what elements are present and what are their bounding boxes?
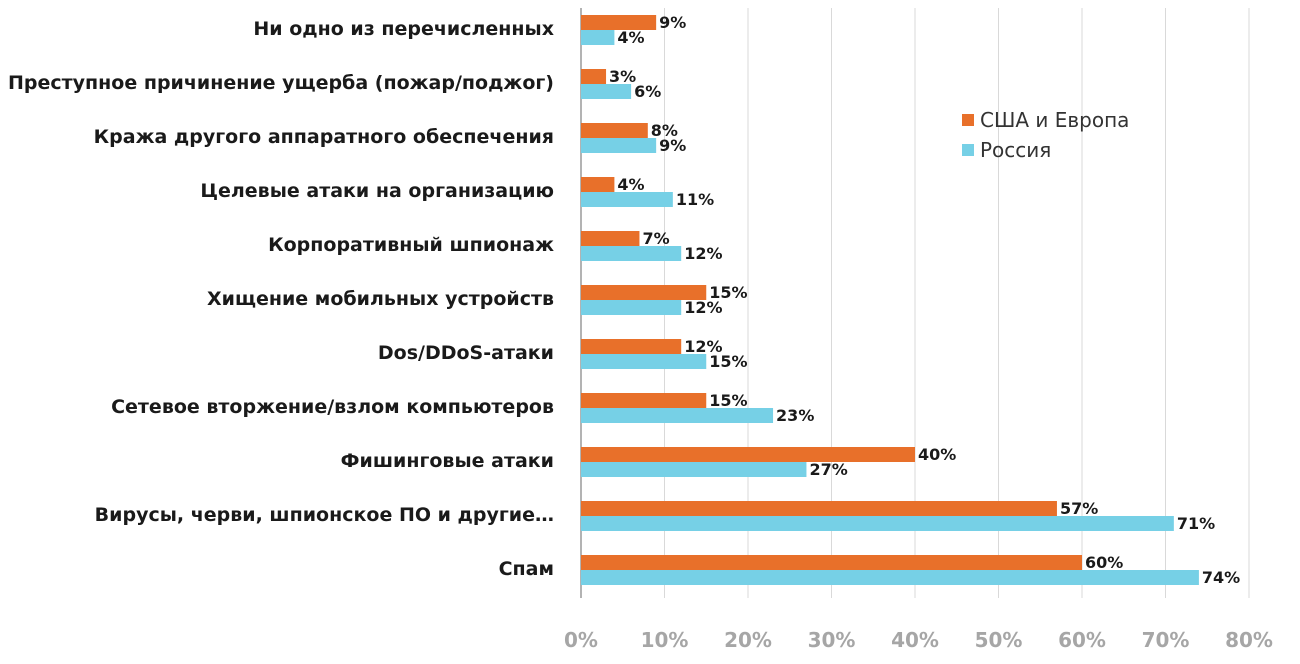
category-label: Вирусы, черви, шпионское ПО и другие… xyxy=(95,504,554,526)
data-label: 71% xyxy=(1177,514,1215,533)
bar-russia xyxy=(581,570,1199,585)
bar-russia xyxy=(581,408,774,423)
data-label: 15% xyxy=(709,352,747,371)
data-label: 74% xyxy=(1202,568,1240,587)
bar-usa-europe xyxy=(581,555,1082,570)
category-label: Спам xyxy=(499,558,554,580)
legend-label: США и Европа xyxy=(980,108,1129,132)
bar-usa-europe xyxy=(581,177,615,192)
data-label: 27% xyxy=(809,460,847,479)
data-label: 7% xyxy=(642,229,669,248)
category-label: Хищение мобильных устройств xyxy=(207,288,554,310)
category-label: Фишинговые атаки xyxy=(341,450,554,472)
data-label: 23% xyxy=(776,406,814,425)
category-label: Dos/DDoS-атаки xyxy=(378,342,554,364)
category-label: Кража другого аппаратного обеспечения xyxy=(94,126,554,148)
legend-swatch xyxy=(962,144,974,156)
bar-russia xyxy=(581,354,707,369)
legend-swatch xyxy=(962,114,974,126)
bar-usa-europe xyxy=(581,501,1057,516)
labels: Ни одно из перечисленных 9% 4% Преступное п… xyxy=(8,13,1240,587)
bar-usa-europe xyxy=(581,15,657,30)
x-tick-label: 30% xyxy=(808,628,856,652)
x-tick-label: 80% xyxy=(1225,628,1273,652)
x-tick-label: 0% xyxy=(564,628,598,652)
data-label: 15% xyxy=(709,283,747,302)
x-tick-label: 50% xyxy=(975,628,1023,652)
bar-russia xyxy=(581,30,615,45)
category-label: Целевые атаки на организацию xyxy=(200,180,554,202)
category-label: Сетевое вторжение/взлом компьютеров xyxy=(111,396,554,418)
category-label: Ни одно из перечисленных xyxy=(253,18,554,40)
x-tick-label: 70% xyxy=(1142,628,1190,652)
bar-russia xyxy=(581,246,682,261)
x-tick-label: 40% xyxy=(891,628,939,652)
bar-usa-europe xyxy=(581,231,640,246)
data-label: 12% xyxy=(684,337,722,356)
legend: США и Европа Россия xyxy=(962,108,1129,162)
data-label: 6% xyxy=(634,82,661,101)
data-label: 8% xyxy=(651,121,678,140)
data-label: 15% xyxy=(709,391,747,410)
data-label: 57% xyxy=(1060,499,1098,518)
bar-usa-europe xyxy=(581,123,648,138)
data-label: 4% xyxy=(617,28,644,47)
x-tick-label: 60% xyxy=(1058,628,1106,652)
bar-russia xyxy=(581,84,632,99)
data-label: 11% xyxy=(676,190,714,209)
bars xyxy=(581,15,1199,585)
bar-usa-europe xyxy=(581,285,707,300)
x-tick-label: 10% xyxy=(641,628,689,652)
bar-russia xyxy=(581,516,1174,531)
data-label: 3% xyxy=(609,67,636,86)
bar-usa-europe xyxy=(581,69,607,84)
x-tick-label: 20% xyxy=(724,628,772,652)
data-label: 9% xyxy=(659,13,686,32)
bar-russia xyxy=(581,192,673,207)
category-label: Преступное причинение ущерба (пожар/подж… xyxy=(8,72,554,94)
data-label: 12% xyxy=(684,298,722,317)
bar-russia xyxy=(581,138,657,153)
legend-label: Россия xyxy=(980,138,1051,162)
bar-russia xyxy=(581,300,682,315)
x-axis-ticks: 0% 10% 20% 30% 40% 50% 60% 70% 80% xyxy=(564,628,1273,652)
data-label: 4% xyxy=(617,175,644,194)
data-label: 12% xyxy=(684,244,722,263)
data-label: 60% xyxy=(1085,553,1123,572)
bar-russia xyxy=(581,462,807,477)
data-label: 9% xyxy=(659,136,686,155)
bar-usa-europe xyxy=(581,447,915,462)
gridlines xyxy=(580,8,1250,598)
category-label: Корпоративный шпионаж xyxy=(268,234,554,256)
bar-usa-europe xyxy=(581,339,682,354)
bar-usa-europe xyxy=(581,393,707,408)
data-label: 40% xyxy=(918,445,956,464)
